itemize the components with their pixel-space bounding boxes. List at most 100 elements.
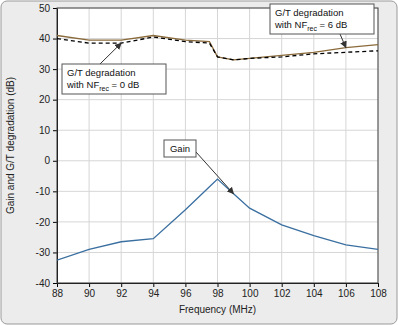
y-tick-mark <box>53 100 57 101</box>
y-tick-label: -10 <box>36 186 51 197</box>
y-tick-mark <box>53 39 57 40</box>
x-tick-mark <box>250 283 251 287</box>
y-tick-label: 30 <box>39 64 51 75</box>
x-tick-label: 88 <box>52 288 64 299</box>
y-tick-label: 0 <box>44 155 50 166</box>
x-tick: 102 <box>274 283 291 299</box>
grid-line-y <box>57 38 378 39</box>
x-tick-label: 98 <box>212 288 224 299</box>
y-tick: 10 <box>39 125 57 136</box>
annotation-text: with NFrec = 0 dB <box>66 79 139 92</box>
y-tick-label: -40 <box>36 278 51 289</box>
plot: 88 90 92 94 96 98 100 102 104 106 108 -40 -30 -20 -10 0… <box>36 3 388 299</box>
y-tick: 50 <box>39 3 57 14</box>
y-tick-label: 10 <box>39 125 51 136</box>
y-tick-label: 40 <box>39 33 51 44</box>
x-tick-mark <box>282 283 283 287</box>
annotation-arrow <box>340 34 346 48</box>
series-line <box>57 36 378 60</box>
grid-line-y <box>57 99 378 100</box>
grid-line-y <box>57 221 378 222</box>
x-axis-line <box>58 284 379 288</box>
series-line <box>57 37 378 60</box>
x-tick-label: 102 <box>274 288 291 299</box>
y-tick: 40 <box>39 33 57 44</box>
x-tick: 92 <box>116 283 128 299</box>
x-tick: 100 <box>242 283 259 299</box>
x-tick: 106 <box>338 283 355 299</box>
x-tick: 104 <box>306 283 323 299</box>
annotation-text: Gain <box>170 143 190 154</box>
grid-line-x <box>217 8 218 283</box>
x-tick-label: 108 <box>370 288 387 299</box>
x-axis: 88 90 92 94 96 98 100 102 104 106 108 <box>52 283 387 299</box>
y-tick: -30 <box>36 247 57 258</box>
x-tick-mark <box>378 283 379 287</box>
y-tick-label: 50 <box>39 3 51 14</box>
x-tick-mark <box>346 283 347 287</box>
x-tick-mark <box>153 283 154 287</box>
annotation-line: = 6 dB <box>317 19 347 30</box>
annotation-line: G/T degradation <box>275 7 343 18</box>
x-tick-mark <box>185 283 186 287</box>
y-tick: -20 <box>36 217 57 228</box>
grid-line-y <box>57 252 378 253</box>
x-axis-title: Frequency (MHz) <box>179 304 256 315</box>
grid-line-x <box>313 8 314 283</box>
x-tick-label: 94 <box>148 288 160 299</box>
chart: 88 90 92 94 96 98 100 102 104 106 108 -40 -30 -20 -10 0… <box>0 0 398 325</box>
x-tick-label: 90 <box>84 288 96 299</box>
y-axis-title: Gain and G/T degradation (dB) <box>5 77 16 214</box>
plot-frame <box>57 8 378 283</box>
annotation-line: with NF <box>274 19 307 30</box>
y-axis: -40 -30 -20 -10 0 10 20 30 40 50 <box>36 3 58 289</box>
x-tick-label: 96 <box>180 288 192 299</box>
x-tick-label: 92 <box>116 288 128 299</box>
x-tick-mark <box>89 283 90 287</box>
grid-line-x <box>281 8 282 283</box>
series-group <box>57 36 378 261</box>
y-tick-mark <box>53 252 57 253</box>
grid-line-x <box>249 8 250 283</box>
y-tick: 0 <box>44 155 57 166</box>
x-tick-label: 104 <box>306 288 323 299</box>
annotation-arrow <box>196 152 234 194</box>
grid-line-y <box>57 191 378 192</box>
x-tick: 96 <box>180 283 192 299</box>
x-tick-label: 100 <box>242 288 259 299</box>
annotation-line: with NF <box>66 79 99 90</box>
annotation-box <box>270 4 374 34</box>
y-tick-label: 20 <box>39 94 51 105</box>
x-tick-mark <box>121 283 122 287</box>
plot-area <box>57 8 378 283</box>
x-tick: 90 <box>84 283 96 299</box>
grid-line-x <box>89 8 90 283</box>
y-tick-mark <box>53 8 57 9</box>
y-tick-mark <box>53 191 57 192</box>
y-tick-mark <box>53 222 57 223</box>
series-line <box>57 179 378 260</box>
y-tick-mark <box>53 130 57 131</box>
annotation-text: G/T degradation <box>275 7 343 18</box>
figure-background <box>1 1 397 324</box>
annotation-line: G/T degradation <box>67 67 135 78</box>
annotation-box <box>62 64 166 94</box>
y-tick-mark <box>53 161 57 162</box>
annotation-text: G/T degradation <box>67 67 135 78</box>
y-tick: -40 <box>36 278 57 289</box>
x-tick: 98 <box>212 283 224 299</box>
grid-line-x <box>153 8 154 283</box>
x-tick: 94 <box>148 283 160 299</box>
y-tick-label: -20 <box>36 217 51 228</box>
annotation-arrow <box>100 43 121 64</box>
y-tick-mark <box>53 283 57 284</box>
grid-line-y <box>57 130 378 131</box>
annotation-box <box>164 140 196 157</box>
y-tick: 30 <box>39 64 57 75</box>
x-tick: 108 <box>370 283 387 299</box>
annotation-subscript: rec <box>307 25 317 32</box>
annotation-line: = 0 dB <box>109 79 139 90</box>
y-tick: 20 <box>39 94 57 105</box>
y-tick: -10 <box>36 186 57 197</box>
x-tick-mark <box>218 283 219 287</box>
